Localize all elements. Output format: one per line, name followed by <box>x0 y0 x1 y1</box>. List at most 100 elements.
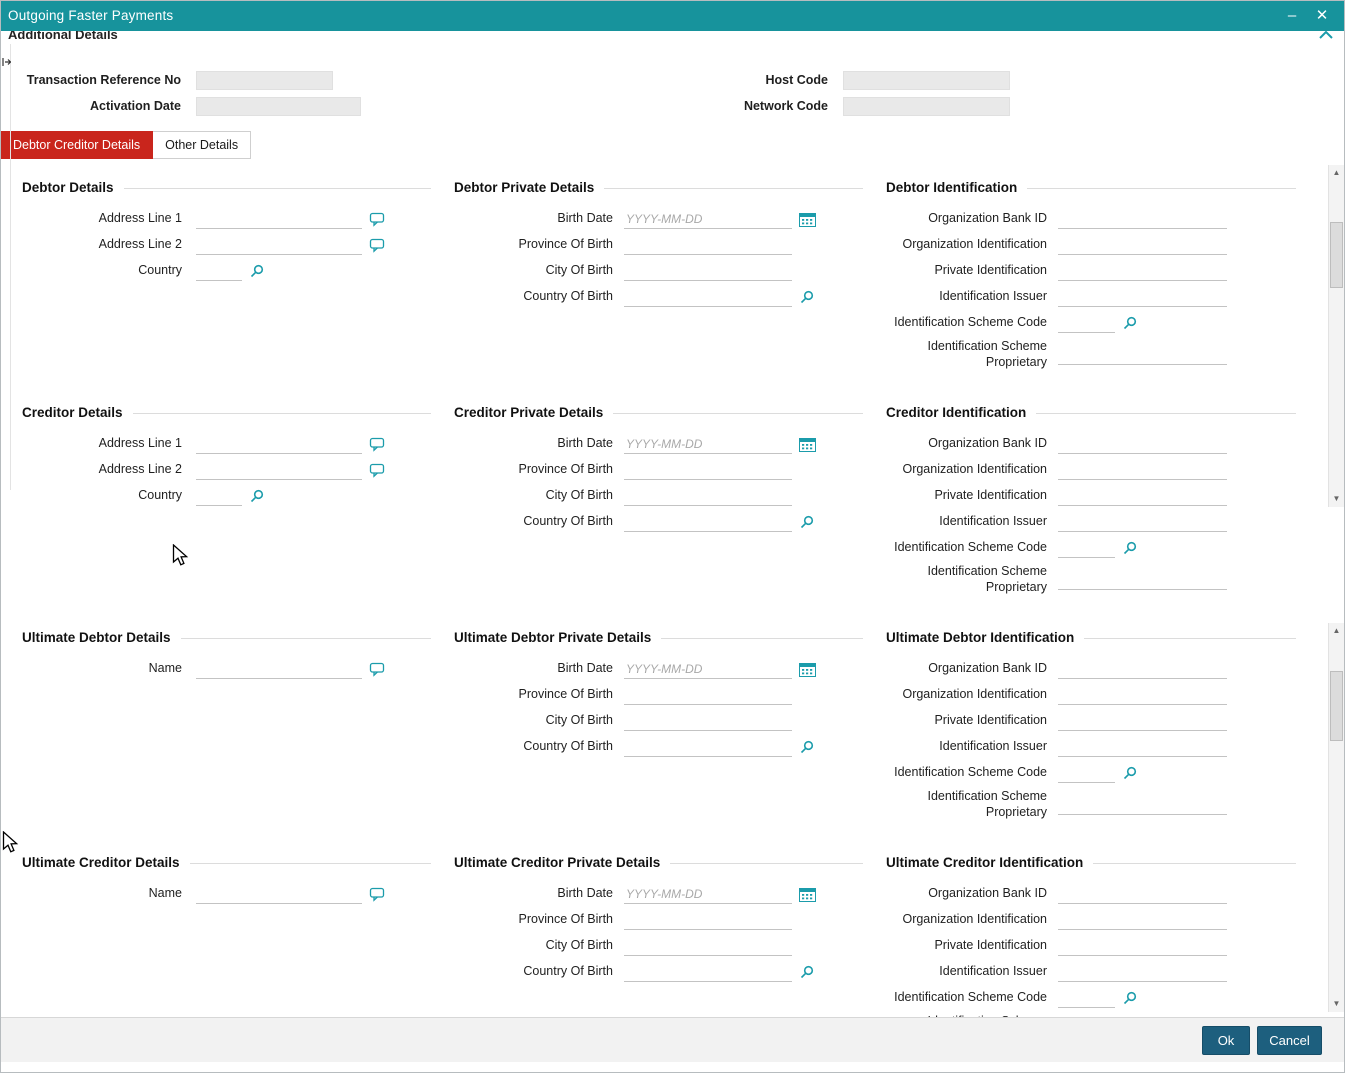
expand-arrow-icon[interactable] <box>2 55 12 70</box>
city-of-birth-input[interactable] <box>624 936 792 956</box>
organization-bank-id-input[interactable] <box>1058 884 1227 904</box>
field-row: Identification Issuer <box>886 734 1296 760</box>
organization-bank-id-input[interactable] <box>1058 659 1227 679</box>
country-of-birth-input[interactable] <box>624 962 792 982</box>
identification-scheme-proprietary-input[interactable] <box>1058 345 1227 365</box>
debtor-private-details-panel: Debtor Private Details Birth Date Provin… <box>454 177 863 310</box>
city-of-birth-label: City Of Birth <box>545 263 613 278</box>
vertical-scrollbar-upper[interactable]: ▲ ▼ <box>1328 165 1344 507</box>
search-icon[interactable] <box>799 964 815 980</box>
organization-identification-input[interactable] <box>1058 460 1227 480</box>
identification-scheme-code-input[interactable] <box>1058 538 1115 558</box>
organization-bank-id-label: Organization Bank ID <box>928 436 1047 451</box>
identification-scheme-code-input[interactable] <box>1058 988 1115 1008</box>
scroll-down-button[interactable]: ▼ <box>1332 494 1341 503</box>
identification-issuer-input[interactable] <box>1058 287 1227 307</box>
city-of-birth-input[interactable] <box>624 261 792 281</box>
identification-scheme-proprietary-input[interactable] <box>1058 570 1227 590</box>
field-row: Name <box>22 656 431 682</box>
province-of-birth-input[interactable] <box>624 235 792 255</box>
calendar-icon[interactable] <box>799 662 816 677</box>
province-of-birth-input[interactable] <box>624 910 792 930</box>
search-icon[interactable] <box>1122 765 1138 781</box>
country-of-birth-input[interactable] <box>624 287 792 307</box>
province-of-birth-input[interactable] <box>624 460 792 480</box>
tab-other-details[interactable]: Other Details <box>153 131 252 159</box>
network-code-input <box>843 96 1010 116</box>
search-icon[interactable] <box>1122 315 1138 331</box>
country-of-birth-input[interactable] <box>624 512 792 532</box>
scroll-thumb[interactable] <box>1330 671 1343 741</box>
additional-details-title: Additional Details <box>8 31 118 42</box>
field-row: Identification Scheme Proprietary <box>886 561 1296 599</box>
scroll-thumb[interactable] <box>1330 222 1343 288</box>
identification-scheme-code-input[interactable] <box>1058 313 1115 333</box>
identification-issuer-input[interactable] <box>1058 737 1227 757</box>
country-input[interactable] <box>196 486 242 506</box>
address-line-1-input[interactable] <box>196 434 362 454</box>
private-identification-input[interactable] <box>1058 261 1227 281</box>
scroll-up-button[interactable]: ▲ <box>1332 626 1341 635</box>
identification-scheme-code-label: Identification Scheme Code <box>894 765 1047 780</box>
minimize-button[interactable]: – <box>1287 7 1297 24</box>
ultimate-creditor-private-details-panel: Ultimate Creditor Private Details Birth … <box>454 852 863 985</box>
comment-icon[interactable] <box>369 237 385 253</box>
identification-scheme-code-input[interactable] <box>1058 763 1115 783</box>
search-icon[interactable] <box>799 289 815 305</box>
address-line-1-input[interactable] <box>196 209 362 229</box>
identification-issuer-label: Identification Issuer <box>939 964 1047 979</box>
country-of-birth-input[interactable] <box>624 737 792 757</box>
cancel-button[interactable]: Cancel <box>1257 1025 1322 1055</box>
address-line-2-input[interactable] <box>196 460 362 480</box>
identification-issuer-label: Identification Issuer <box>939 514 1047 529</box>
section-title: Ultimate Debtor Details <box>22 629 171 645</box>
birth-date-input[interactable] <box>624 659 792 679</box>
organization-identification-input[interactable] <box>1058 685 1227 705</box>
comment-icon[interactable] <box>369 211 385 227</box>
organization-identification-input[interactable] <box>1058 235 1227 255</box>
calendar-icon[interactable] <box>799 887 816 902</box>
name-input[interactable] <box>196 884 362 904</box>
comment-icon[interactable] <box>369 886 385 902</box>
ultimate-debtor-section: Ultimate Debtor Details Name Ultimate De… <box>22 627 1296 824</box>
identification-issuer-input[interactable] <box>1058 962 1227 982</box>
search-icon[interactable] <box>799 514 815 530</box>
country-input[interactable] <box>196 261 242 281</box>
search-icon[interactable] <box>1122 540 1138 556</box>
comment-icon[interactable] <box>369 462 385 478</box>
vertical-scrollbar-lower[interactable]: ▲ ▼ <box>1328 623 1344 1012</box>
comment-icon[interactable] <box>369 661 385 677</box>
search-icon[interactable] <box>799 739 815 755</box>
tab-debtor-creditor-details[interactable]: Debtor Creditor Details <box>0 131 154 159</box>
name-input[interactable] <box>196 659 362 679</box>
private-identification-input[interactable] <box>1058 936 1227 956</box>
birth-date-input[interactable] <box>624 434 792 454</box>
scroll-down-button[interactable]: ▼ <box>1332 999 1341 1008</box>
ok-button[interactable]: Ok <box>1202 1025 1250 1055</box>
search-icon[interactable] <box>1122 990 1138 1006</box>
organization-identification-input[interactable] <box>1058 910 1227 930</box>
section-title: Ultimate Debtor Identification <box>886 629 1075 645</box>
calendar-icon[interactable] <box>799 437 816 452</box>
collapse-chevron-icon[interactable] <box>1319 27 1333 42</box>
country-of-birth-label: Country Of Birth <box>523 739 613 754</box>
city-of-birth-input[interactable] <box>624 486 792 506</box>
private-identification-input[interactable] <box>1058 486 1227 506</box>
comment-icon[interactable] <box>369 436 385 452</box>
address-line-2-input[interactable] <box>196 235 362 255</box>
search-icon[interactable] <box>249 263 265 279</box>
city-of-birth-label: City Of Birth <box>545 938 613 953</box>
province-of-birth-input[interactable] <box>624 685 792 705</box>
birth-date-input[interactable] <box>624 884 792 904</box>
organization-bank-id-input[interactable] <box>1058 209 1227 229</box>
scroll-up-button[interactable]: ▲ <box>1332 168 1341 177</box>
private-identification-input[interactable] <box>1058 711 1227 731</box>
city-of-birth-input[interactable] <box>624 711 792 731</box>
identification-issuer-input[interactable] <box>1058 512 1227 532</box>
close-button[interactable]: ✕ <box>1315 7 1329 24</box>
identification-scheme-proprietary-input[interactable] <box>1058 795 1227 815</box>
search-icon[interactable] <box>249 488 265 504</box>
birth-date-input[interactable] <box>624 209 792 229</box>
organization-bank-id-input[interactable] <box>1058 434 1227 454</box>
calendar-icon[interactable] <box>799 212 816 227</box>
